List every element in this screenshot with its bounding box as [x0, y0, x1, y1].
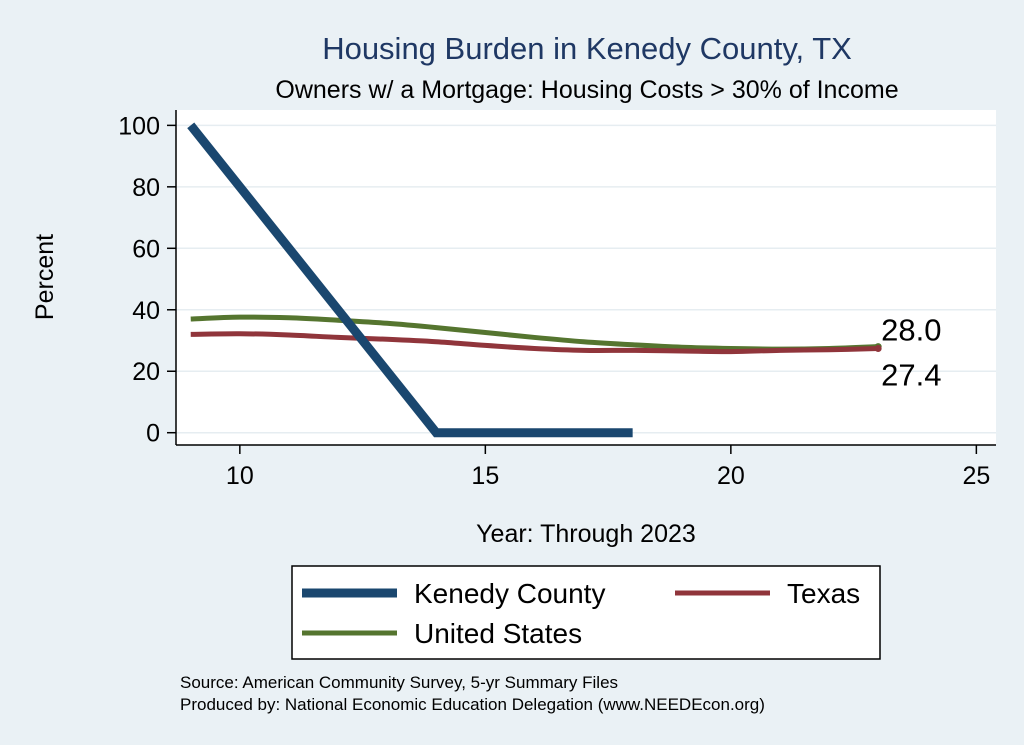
y-tick-label: 40	[132, 297, 160, 325]
grid-lines	[176, 124, 996, 434]
series-line-kenedy-county	[187, 122, 633, 438]
source-note: Source: American Community Survey, 5-yr …	[180, 673, 618, 692]
x-tick-label: 20	[717, 462, 745, 490]
legend: Kenedy County Texas United States	[291, 565, 881, 660]
series-lines	[187, 122, 882, 438]
x-tick-label: 10	[226, 462, 254, 490]
x-tick-label: 25	[962, 462, 990, 490]
plot-area	[176, 110, 996, 445]
chart-title: Housing Burden in Kenedy County, TX	[322, 31, 852, 66]
end-value-label: 27.4	[881, 357, 941, 392]
y-axis-ticks: 0 20 40 60 80 100	[118, 112, 176, 448]
legend-label-kenedy-county: Kenedy County	[414, 578, 605, 609]
legend-label-texas: Texas	[787, 578, 860, 609]
end-value-labels: 28.0 27.4	[881, 313, 941, 393]
y-tick-label: 100	[118, 112, 160, 140]
x-axis-label: Year: Through 2023	[476, 520, 696, 548]
producer-note: Produced by: National Economic Education…	[180, 695, 765, 714]
end-value-label: 28.0	[881, 313, 941, 348]
legend-box	[291, 565, 881, 660]
y-tick-label: 80	[132, 174, 160, 202]
series-line-texas	[190, 331, 879, 355]
y-tick-label: 0	[146, 420, 160, 448]
x-axis-ticks: 10 15 20 25	[226, 445, 990, 490]
x-tick-label: 15	[471, 462, 499, 490]
series-end-marker-texas	[874, 344, 882, 352]
axes	[175, 110, 996, 446]
chart-subtitle: Owners w/ a Mortgage: Housing Costs > 30…	[275, 76, 898, 104]
y-tick-label: 60	[132, 235, 160, 263]
legend-label-united-states: United States	[414, 618, 582, 649]
y-tick-label: 20	[132, 358, 160, 386]
y-axis-label: Percent	[31, 234, 59, 320]
